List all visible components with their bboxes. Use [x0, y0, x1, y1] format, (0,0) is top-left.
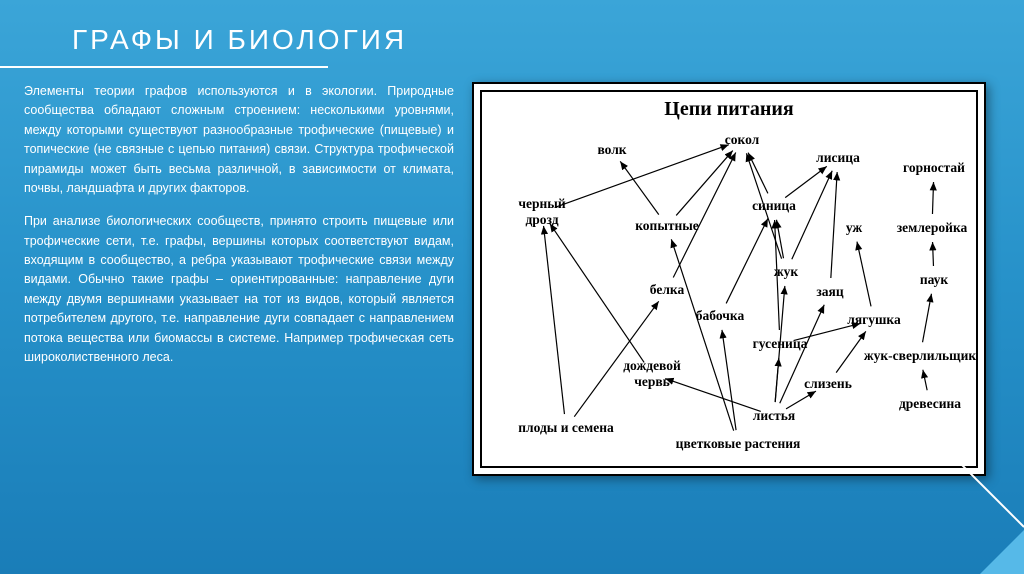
- network-node: листья: [753, 408, 795, 424]
- network-node: плоды и семена: [518, 420, 613, 436]
- network-node: заяц: [816, 284, 843, 300]
- network-node: древесина: [899, 396, 961, 412]
- diagram-frame: Цепи питания волк сокол лисица горностай чер…: [472, 82, 986, 476]
- network-node: слизень: [804, 376, 852, 392]
- paragraph-1: Элементы теории графов используются и в …: [24, 82, 454, 198]
- network-node: лягушка: [847, 312, 900, 328]
- network-node: уж: [846, 220, 862, 236]
- network-node: лисица: [816, 150, 860, 166]
- network-node: сокол: [725, 132, 760, 148]
- food-chain-network: Цепи питания волк сокол лисица горностай чер…: [480, 90, 978, 468]
- diagram-column: Цепи питания волк сокол лисица горностай чер…: [472, 82, 1000, 574]
- network-node: бабочка: [696, 308, 744, 324]
- paragraph-2: При анализе биологических сообществ, при…: [24, 212, 454, 367]
- network-node: жук-сверлильщик: [864, 348, 976, 364]
- network-node: черныйдрозд: [518, 196, 565, 228]
- presentation-slide: ГРАФЫ И БИОЛОГИЯ Элементы теории графов …: [0, 0, 1024, 574]
- content-row: Элементы теории графов используются и в …: [0, 64, 1024, 574]
- network-node: копытные: [635, 218, 699, 234]
- network-node: цветковые растения: [676, 436, 801, 452]
- network-node: горностай: [903, 160, 965, 176]
- corner-triangle-accent: [980, 530, 1024, 574]
- network-node: синица: [752, 198, 796, 214]
- network-node: дождевойчервь: [623, 358, 681, 390]
- network-node: паук: [920, 272, 948, 288]
- network-node: гусеница: [753, 336, 808, 352]
- title-underline: [0, 66, 328, 68]
- text-column: Элементы теории графов используются и в …: [24, 82, 454, 574]
- network-node: волк: [597, 142, 626, 158]
- diagram-title: Цепи питания: [664, 98, 793, 121]
- network-node: землеройка: [897, 220, 968, 236]
- network-node: жук: [774, 264, 798, 280]
- network-node: белка: [650, 282, 684, 298]
- slide-title: ГРАФЫ И БИОЛОГИЯ: [0, 24, 1024, 64]
